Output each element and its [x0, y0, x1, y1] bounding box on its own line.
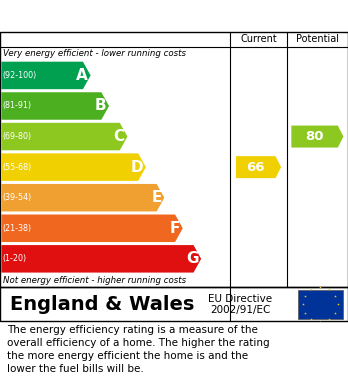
- Text: (1-20): (1-20): [3, 254, 27, 263]
- Text: B: B: [95, 99, 106, 113]
- Polygon shape: [236, 156, 281, 178]
- Polygon shape: [1, 92, 109, 120]
- Polygon shape: [1, 245, 201, 273]
- Polygon shape: [1, 215, 183, 242]
- Text: 66: 66: [246, 161, 265, 174]
- Text: G: G: [186, 251, 198, 266]
- Text: The energy efficiency rating is a measure of the
overall efficiency of a home. T: The energy efficiency rating is a measur…: [7, 325, 270, 375]
- Text: Current: Current: [240, 34, 277, 45]
- Polygon shape: [1, 123, 127, 150]
- Text: England & Wales: England & Wales: [10, 295, 195, 314]
- Text: (81-91): (81-91): [3, 102, 32, 111]
- Bar: [298, 290, 343, 319]
- Text: Energy Efficiency Rating: Energy Efficiency Rating: [10, 9, 220, 23]
- Text: (55-68): (55-68): [3, 163, 32, 172]
- Text: (21-38): (21-38): [3, 224, 32, 233]
- Text: D: D: [130, 160, 143, 175]
- Polygon shape: [1, 62, 90, 89]
- Polygon shape: [1, 184, 164, 212]
- Text: (69-80): (69-80): [3, 132, 32, 141]
- Polygon shape: [1, 153, 146, 181]
- Text: C: C: [113, 129, 125, 144]
- Text: Potential: Potential: [296, 34, 339, 45]
- Text: 80: 80: [305, 130, 324, 143]
- Text: (92-100): (92-100): [3, 71, 37, 80]
- Text: F: F: [169, 221, 180, 236]
- Text: Very energy efficient - lower running costs: Very energy efficient - lower running co…: [3, 49, 187, 58]
- Text: (39-54): (39-54): [3, 193, 32, 202]
- Text: A: A: [76, 68, 88, 83]
- Text: EU Directive
2002/91/EC: EU Directive 2002/91/EC: [208, 294, 272, 315]
- Text: E: E: [151, 190, 161, 205]
- Text: Not energy efficient - higher running costs: Not energy efficient - higher running co…: [3, 276, 187, 285]
- Polygon shape: [291, 126, 343, 147]
